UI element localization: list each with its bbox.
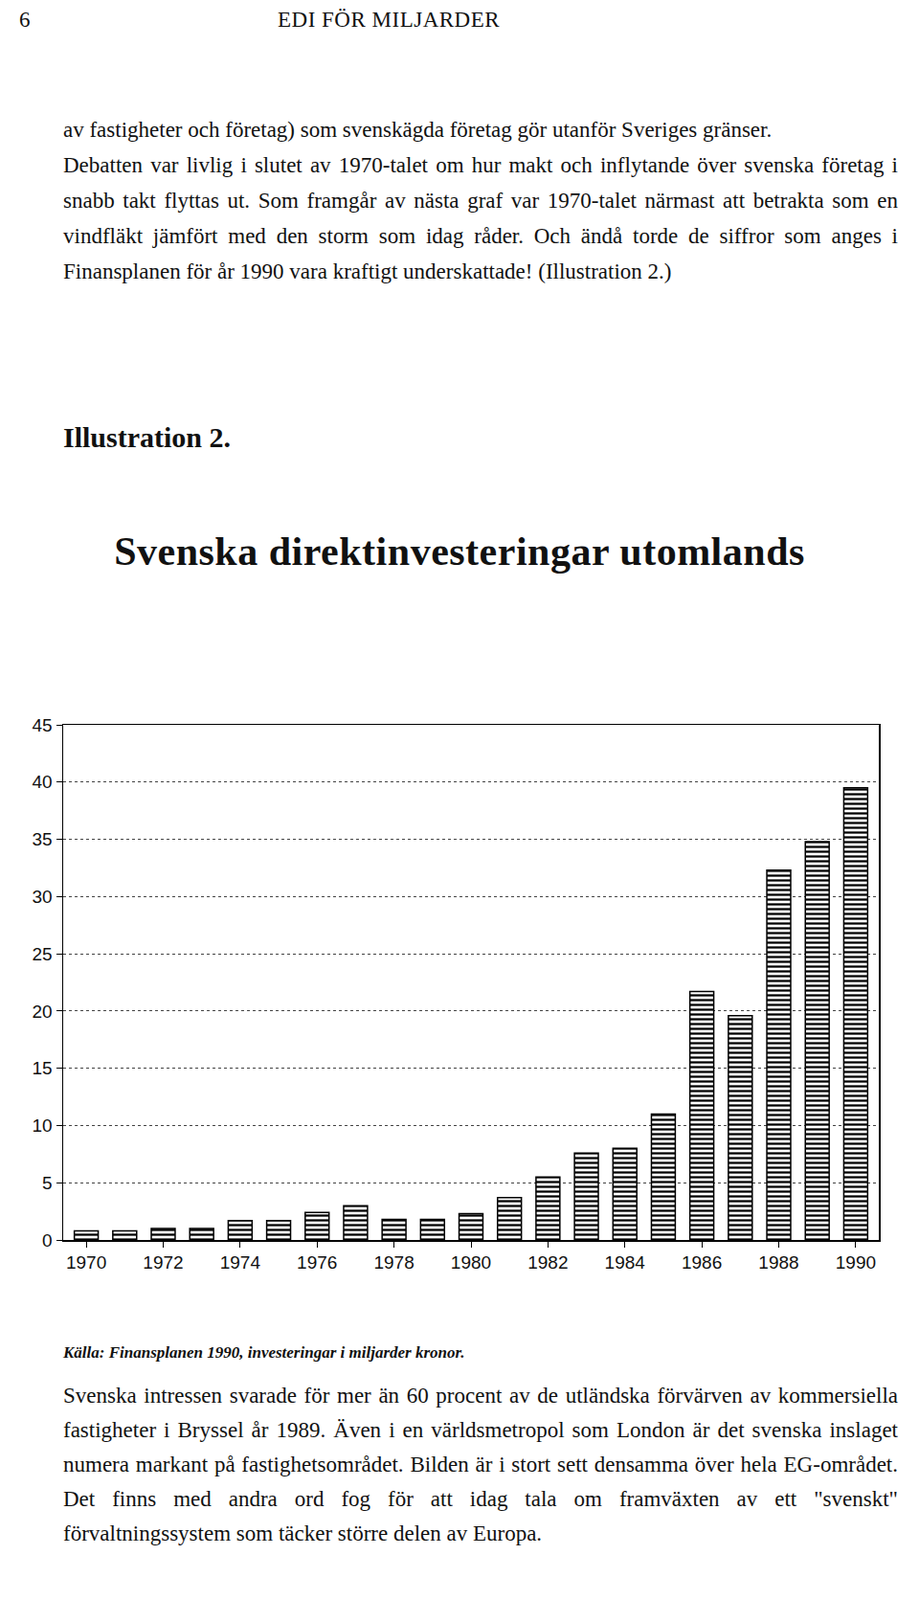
- svg-text:10: 10: [32, 1115, 53, 1136]
- html-text:6: 6: [19, 7, 31, 32]
- svg-text:25: 25: [32, 943, 53, 964]
- svg-text:1982: 1982: [527, 1252, 568, 1273]
- svg-text:40: 40: [32, 771, 53, 792]
- svg-text:1990: 1990: [835, 1252, 876, 1273]
- svg-text:1980: 1980: [450, 1252, 492, 1273]
- svg-text:0: 0: [42, 1230, 53, 1251]
- html-text:Källa: Finansplanen 1990, inve: Källa: Finansplanen 1990, investeringar …: [63, 1343, 465, 1362]
- svg-text:30: 30: [32, 886, 53, 907]
- svg-text:15: 15: [32, 1057, 53, 1078]
- html-text:EDI FÖR MILJARDER: EDI FÖR MILJARDER: [277, 7, 500, 32]
- svg-text:5: 5: [42, 1172, 53, 1193]
- svg-text:1976: 1976: [296, 1252, 337, 1273]
- svg-text:1988: 1988: [758, 1252, 799, 1273]
- html-text:Svenska intressen svarade för: Svenska intressen svarade för mer än 60 …: [63, 1383, 898, 1546]
- svg-text:1970: 1970: [66, 1252, 107, 1273]
- svg-text:1972: 1972: [142, 1252, 183, 1273]
- html-text:Illustration 2.: Illustration 2.: [63, 421, 231, 453]
- svg-text:1978: 1978: [373, 1252, 414, 1273]
- svg-text:1984: 1984: [605, 1252, 647, 1273]
- svg-text:1986: 1986: [681, 1252, 722, 1273]
- svg-text:20: 20: [32, 1001, 53, 1022]
- svg-text:1974: 1974: [220, 1252, 262, 1273]
- html-text:Svenska direktinvesteringar ut: Svenska direktinvesteringar utomlands: [114, 529, 805, 574]
- svg-text:35: 35: [32, 829, 53, 850]
- html-text:av fastigheter och företag) so: av fastigheter och företag) som svenskäg…: [63, 117, 772, 142]
- svg-text:45: 45: [32, 715, 53, 736]
- html-text:Debatten var livlig i slutet a: Debatten var livlig i slutet av 1970-tal…: [63, 153, 898, 284]
